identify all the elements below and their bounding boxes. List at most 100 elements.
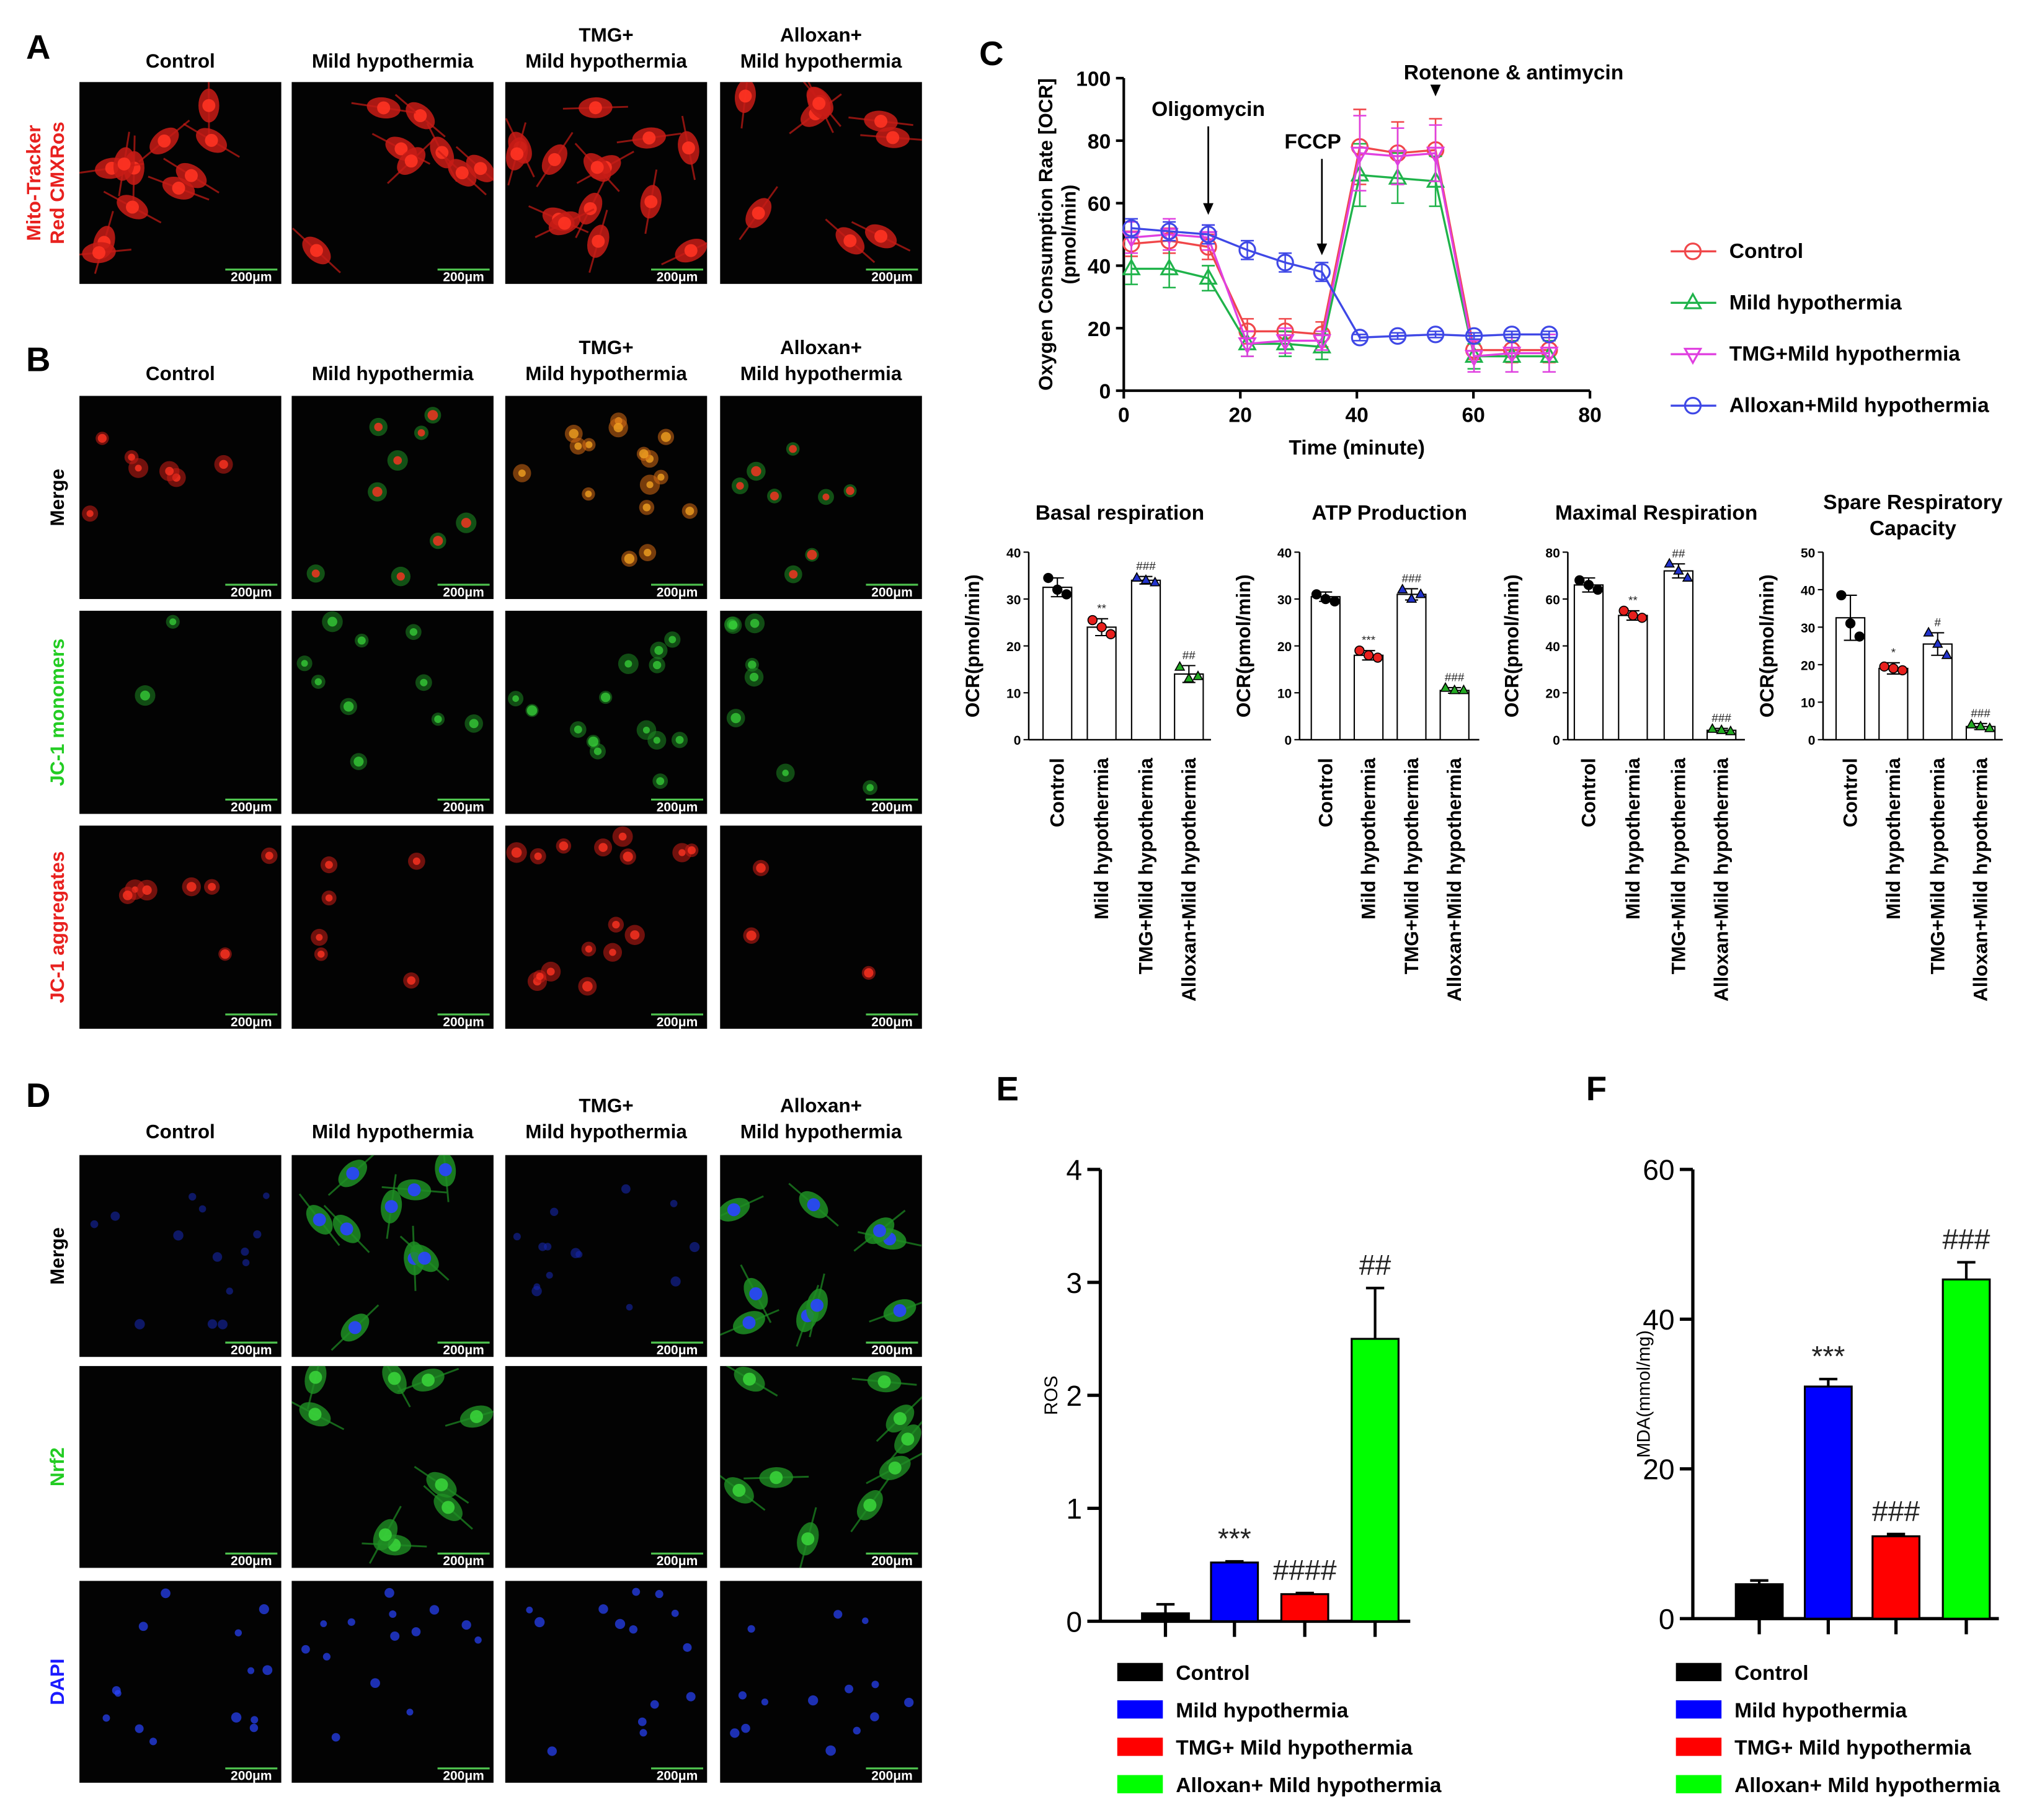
replicate-point <box>1941 649 1953 659</box>
significance-label: ## <box>1183 649 1196 662</box>
microscopy-image <box>291 825 494 1029</box>
cell-nucleus <box>585 441 593 448</box>
cell-nucleus <box>357 636 366 645</box>
replicate-point <box>1320 593 1331 605</box>
column-header: Mild hypothermia <box>740 1120 902 1142</box>
scale-bar-label: 200μm <box>657 1554 698 1568</box>
cell-nucleus <box>407 976 416 985</box>
scale-bar-label: 200μm <box>871 1343 913 1357</box>
cell-nucleus <box>750 618 760 628</box>
cell-nucleus <box>311 569 320 578</box>
bar <box>1042 587 1073 740</box>
row-label: Mito-Tracker <box>22 125 45 241</box>
significance-label: *** <box>1362 634 1376 647</box>
cell-nucleus <box>685 507 695 516</box>
replicate-point <box>1636 613 1648 623</box>
cell-nucleus <box>621 1184 631 1194</box>
replicate-point <box>1096 622 1107 633</box>
cell-nucleus <box>343 701 354 712</box>
cell-nucleus <box>904 1697 914 1708</box>
cell-nucleus <box>265 851 273 860</box>
cell-nucleus <box>683 1643 692 1652</box>
legend-marker <box>1683 292 1703 309</box>
data-point <box>1502 347 1522 364</box>
cell-nucleus <box>825 1745 837 1756</box>
cell-nucleus <box>469 1409 483 1423</box>
cell-nucleus <box>678 849 686 856</box>
cell-nucleus <box>189 1192 197 1201</box>
arrow-head <box>1430 84 1441 97</box>
cell-nucleus <box>632 1587 641 1596</box>
legend-marker <box>1684 242 1702 260</box>
cell-nucleus <box>388 1372 401 1385</box>
column-header: TMG+ <box>579 24 633 46</box>
cell-nucleus <box>546 967 555 976</box>
bar <box>1803 1385 1853 1620</box>
legend-label: TMG+ Mild hypothermia <box>1176 1737 1413 1760</box>
annotation: Rotenone & antimycin <box>1404 61 1623 84</box>
legend-label: Alloxan+Mild hypothermia <box>1729 394 1989 417</box>
bar <box>1086 626 1117 740</box>
data-point <box>1465 327 1483 345</box>
cell-nucleus <box>877 1375 891 1388</box>
scale-bar-label: 200μm <box>231 1554 272 1568</box>
x-tick-label: 60 <box>1462 404 1484 427</box>
data-point <box>1540 326 1558 344</box>
cell-nucleus <box>474 1636 482 1644</box>
cells <box>301 1587 482 1742</box>
legend-label: Control <box>1734 1662 1808 1685</box>
column-header: TMG+ <box>579 1094 633 1116</box>
cell-nucleus <box>374 422 383 432</box>
series-line <box>1131 174 1550 358</box>
arrow-head <box>1316 243 1328 255</box>
y-axis-label: ROS <box>1041 1375 1062 1415</box>
cell-nucleus <box>418 1251 432 1265</box>
cells <box>720 1183 922 1347</box>
cell-nucleus <box>742 1316 756 1329</box>
cell-nucleus <box>126 200 140 214</box>
replicate-point <box>1932 637 1943 648</box>
significance-label: ### <box>1872 1495 1920 1527</box>
cell-nucleus <box>427 410 438 420</box>
cell-nucleus <box>812 97 826 110</box>
y-tick-label: 60 <box>1643 1154 1674 1186</box>
cell-nucleus <box>807 549 817 560</box>
legend-swatch <box>1117 1700 1163 1719</box>
significance-label: ** <box>1628 594 1638 607</box>
replicate-point <box>1592 584 1603 595</box>
replicate-point <box>1061 589 1072 600</box>
y-tick-label: 0 <box>1808 734 1816 748</box>
cell-nucleus <box>251 1716 259 1724</box>
data-point <box>1199 267 1218 285</box>
cell-nucleus <box>135 1724 144 1733</box>
scale-bar-label: 200μm <box>871 1554 913 1568</box>
significance-label: * <box>1891 646 1896 659</box>
x-tick-label: Mild hypothermia <box>1357 758 1380 920</box>
cell-nucleus <box>435 1478 448 1491</box>
y-tick-label: 4 <box>1066 1154 1082 1186</box>
bar <box>1663 570 1694 740</box>
replicate-point <box>1725 725 1736 735</box>
column-header: TMG+ <box>579 336 633 358</box>
cell-nucleus <box>874 229 888 243</box>
cell-nucleus <box>317 950 325 958</box>
replicate-point <box>1682 572 1693 582</box>
cell-nucleus <box>184 169 198 182</box>
cell-nucleus <box>135 1319 145 1329</box>
bar <box>1353 654 1384 740</box>
replicate-point <box>1618 605 1629 616</box>
scale-bar-label: 200μm <box>443 1343 484 1357</box>
cells <box>526 1587 696 1756</box>
cells <box>118 847 278 961</box>
cell-nucleus <box>110 1211 120 1221</box>
cell-nucleus <box>370 1678 380 1689</box>
x-tick-label: Control <box>1577 758 1599 827</box>
cell-nucleus <box>789 570 798 579</box>
replicate-point <box>1183 672 1195 683</box>
cell-nucleus <box>789 445 797 453</box>
cells <box>513 412 698 567</box>
replicate-point <box>1888 663 1899 674</box>
data-point <box>1276 334 1295 352</box>
cell-nucleus <box>681 141 695 155</box>
replicate-point <box>1406 593 1418 603</box>
